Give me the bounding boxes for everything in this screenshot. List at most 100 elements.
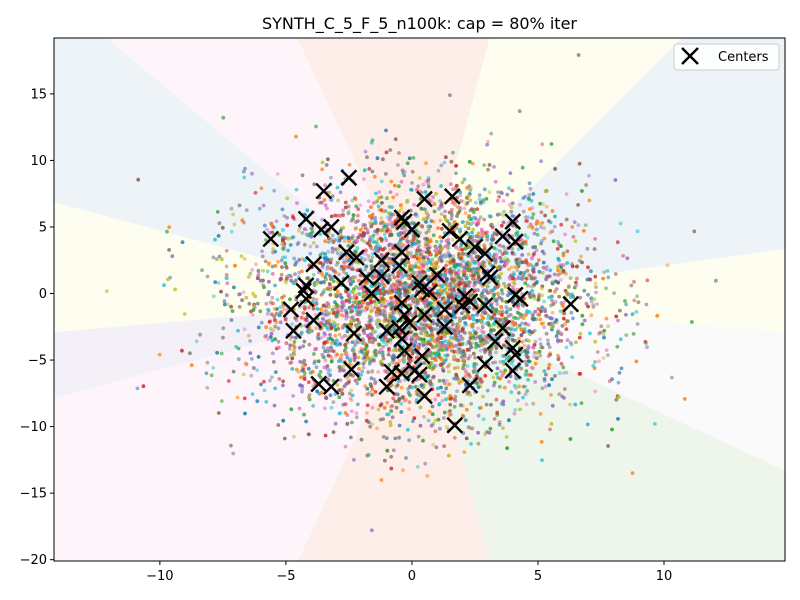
data-point <box>366 209 371 213</box>
data-point <box>452 354 456 359</box>
data-point <box>388 423 393 428</box>
data-point <box>336 198 340 203</box>
data-point <box>241 372 246 377</box>
data-point <box>682 397 687 401</box>
data-point <box>501 213 506 218</box>
region-6 <box>297 300 490 561</box>
data-point <box>415 274 419 279</box>
data-point <box>320 320 325 325</box>
data-point <box>302 306 307 311</box>
data-point <box>439 316 444 321</box>
data-point <box>634 359 639 364</box>
data-point <box>290 367 295 371</box>
data-point <box>264 301 269 306</box>
x-axis-ticks: −10 −5 0 5 10 <box>146 561 672 584</box>
data-point <box>242 220 246 225</box>
data-point <box>328 393 333 398</box>
data-point <box>546 366 551 371</box>
data-point <box>367 239 372 244</box>
legend-box <box>673 43 780 71</box>
center-marker <box>345 325 363 342</box>
data-point <box>337 388 342 393</box>
data-point <box>511 285 515 289</box>
data-point <box>413 311 418 315</box>
data-point <box>459 199 463 204</box>
data-point <box>363 149 368 154</box>
data-point <box>464 436 469 441</box>
data-point <box>302 377 307 381</box>
data-point <box>280 242 285 247</box>
data-point <box>267 320 272 324</box>
data-point <box>517 257 522 262</box>
data-point <box>231 451 236 456</box>
data-point <box>486 316 490 321</box>
data-point <box>635 229 640 234</box>
data-point <box>505 446 509 450</box>
data-point <box>268 326 273 331</box>
data-point <box>442 390 447 395</box>
data-point <box>282 436 287 441</box>
data-point <box>324 272 329 276</box>
data-point <box>443 358 447 363</box>
data-point <box>527 181 532 186</box>
data-point <box>457 246 461 251</box>
data-point <box>414 252 419 256</box>
data-point <box>439 385 443 390</box>
data-point <box>442 272 447 277</box>
data-point <box>302 339 307 344</box>
data-point <box>346 235 351 240</box>
data-point <box>391 310 396 315</box>
data-point <box>521 304 526 308</box>
data-point <box>361 293 366 298</box>
data-point <box>344 255 349 260</box>
data-point <box>281 255 285 260</box>
data-point <box>405 239 410 244</box>
data-point <box>445 382 450 387</box>
data-point <box>585 246 590 251</box>
data-point <box>453 399 458 403</box>
data-point <box>323 256 327 261</box>
data-point <box>604 286 608 291</box>
data-point <box>479 405 483 410</box>
data-point <box>262 388 267 393</box>
data-point <box>357 366 361 371</box>
data-point <box>610 377 614 382</box>
data-point <box>398 241 402 246</box>
data-point <box>403 288 408 293</box>
data-point <box>624 312 628 317</box>
data-point <box>327 305 331 309</box>
data-point <box>285 215 289 220</box>
data-point <box>373 216 378 220</box>
data-point <box>451 259 456 264</box>
data-point <box>301 344 306 349</box>
data-point <box>335 323 340 327</box>
data-point <box>219 289 223 294</box>
data-point <box>386 339 390 344</box>
data-point <box>546 342 551 346</box>
data-point <box>338 364 342 369</box>
data-point <box>448 267 453 271</box>
data-point <box>314 289 318 294</box>
data-point <box>469 345 474 349</box>
data-point <box>381 247 385 252</box>
data-point <box>370 308 374 313</box>
data-point <box>335 260 340 265</box>
data-point <box>467 216 472 221</box>
data-point <box>364 264 369 269</box>
data-point <box>450 344 455 349</box>
data-point <box>392 361 397 365</box>
data-point <box>286 248 290 253</box>
data-point <box>368 221 373 226</box>
data-point <box>314 365 319 370</box>
data-point <box>412 203 416 207</box>
data-point <box>422 207 426 212</box>
data-point <box>251 308 256 312</box>
data-point <box>448 341 453 346</box>
data-point <box>436 417 441 422</box>
data-point <box>466 193 471 198</box>
data-point <box>337 272 341 277</box>
data-point <box>412 297 417 301</box>
data-point <box>491 255 496 260</box>
data-point <box>610 427 614 432</box>
data-point <box>379 179 384 184</box>
